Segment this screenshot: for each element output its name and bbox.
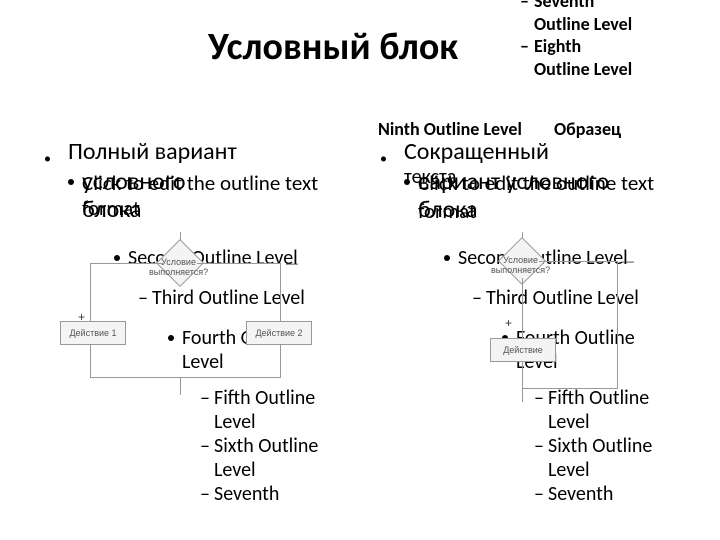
right-top-bullet: •	[380, 150, 387, 167]
right-lvl5b: Level	[548, 410, 590, 434]
fc-right-cond: Условие выполняется?	[481, 255, 561, 275]
left-lvl6b: Level	[214, 458, 256, 482]
fc-left-cond: Условие выполняется?	[139, 257, 219, 277]
tr-l4: Outline Level	[534, 58, 632, 80]
right-click-overlay: Click to edit the outline text	[418, 171, 654, 196]
left-lvl5b: Level	[214, 410, 256, 434]
right-format: format	[418, 199, 476, 224]
right-heading-1: Сокращенный	[404, 138, 549, 166]
right-lvl7: –Seventh	[534, 482, 613, 506]
left-lvl7: –Seventh	[200, 482, 279, 506]
left-format: format	[82, 196, 140, 221]
tr-l2: Outline Level	[534, 13, 632, 35]
fc-right-act: Действие	[490, 338, 556, 362]
fc-right-minus: —	[622, 254, 634, 268]
slide: Условный блок –Seventh Outline Level –Ei…	[0, 0, 720, 540]
tr-l1: Seventh	[534, 0, 594, 12]
disc-icon	[404, 179, 410, 185]
disc-icon	[68, 179, 74, 185]
right-lvl6b: Level	[548, 458, 590, 482]
fc-left-act1: Действие 1	[60, 321, 126, 345]
top-right-outline: –Seventh Outline Level –Eighth Outline L…	[520, 0, 710, 80]
fc-left-act2: Действие 2	[246, 321, 312, 345]
fc-right-plus: +	[505, 316, 512, 330]
left-click-overlay: Click to edit the outline text	[82, 171, 318, 196]
slide-title: Условный блок	[208, 24, 458, 70]
left-lvl6a: –Sixth Outline	[200, 434, 318, 458]
flowchart-right: Условие выполняется? + Действие —	[432, 232, 662, 412]
fc-left-minus: —	[286, 256, 298, 270]
right-lvl6a: –Sixth Outline	[534, 434, 652, 458]
left-heading-1: Полный вариант	[68, 138, 237, 166]
flowchart-left: Условие выполняется? + Действие 1 — Дейс…	[60, 232, 340, 402]
tr-l3: Eighth	[534, 35, 581, 57]
left-top-bullet: •	[44, 150, 51, 167]
obrazets: Образец	[554, 118, 621, 140]
